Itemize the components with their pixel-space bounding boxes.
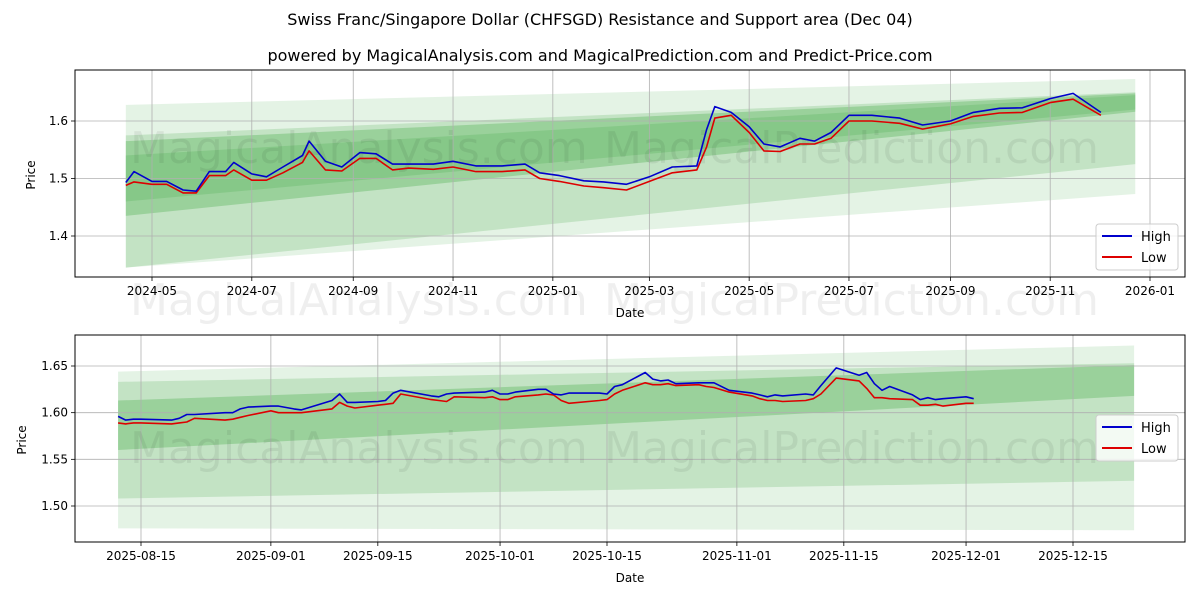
x-tick-label: 2025-10-15	[572, 549, 642, 563]
top-watermark: MagicalAnalysis.com MagicalPrediction.co…	[130, 123, 1099, 174]
series-high-line	[117, 367, 974, 421]
watermark-magicalprediction: MagicalPrediction.com	[604, 123, 1099, 174]
top-y-axis-label: Price	[24, 160, 38, 189]
x-tick-label: 2025-01	[528, 284, 578, 298]
watermark-magicalprediction-mid: MagicalPrediction.com	[604, 275, 1099, 326]
bottom-watermark: MagicalAnalysis.com MagicalPrediction.co…	[130, 423, 1099, 474]
bottom-x-ticks: 2025-08-15 2025-09-01 2025-09-15 2025-10-01…	[106, 542, 1108, 563]
series-low-line	[125, 98, 1102, 194]
top-price-lines	[125, 92, 1102, 194]
x-tick-label: 2025-09	[925, 284, 975, 298]
y-tick-label: 1.55	[41, 452, 68, 466]
x-tick-label: 2025-09-01	[236, 549, 306, 563]
watermark-magicalanalysis-bottom: MagicalAnalysis.com	[130, 423, 588, 474]
y-tick-label: 1.6	[49, 114, 68, 128]
watermark-magicalanalysis: MagicalAnalysis.com	[130, 123, 588, 174]
watermark-magicalanalysis-mid: MagicalAnalysis.com	[130, 275, 588, 326]
chart-title: Swiss Franc/Singapore Dollar (CHFSGD) Re…	[287, 10, 913, 29]
x-tick-label: 2025-09-15	[343, 549, 413, 563]
bottom-y-ticks: 1.50 1.55 1.60 1.65	[41, 359, 75, 513]
top-x-axis-label: Date	[616, 306, 645, 320]
y-tick-label: 1.60	[41, 406, 68, 420]
bottom-chart-plot: MagicalAnalysis.com MagicalPrediction.co…	[15, 334, 1186, 585]
top-axes-frame	[74, 69, 1186, 278]
x-tick-label: 2025-07	[824, 284, 874, 298]
band-outer-light	[118, 345, 1135, 531]
band-inner	[118, 365, 1135, 450]
bottom-x-axis-label: Date	[616, 571, 645, 585]
legend-high-label: High	[1141, 421, 1171, 436]
x-tick-label: 2025-05	[724, 284, 774, 298]
watermark-magicalprediction-bottom: MagicalPrediction.com	[604, 423, 1099, 474]
x-tick-label: 2025-03	[624, 284, 674, 298]
x-tick-label: 2024-07	[227, 284, 277, 298]
bottom-axes-frame	[74, 334, 1186, 543]
top-x-ticks: 2024-05 2024-07 2024-09 2024-11 2025-01 2025-…	[127, 277, 1175, 298]
band-outer-light	[125, 79, 1136, 268]
legend-low-label: Low	[1141, 442, 1167, 457]
x-tick-label: 2025-11-15	[809, 549, 879, 563]
band-inner	[125, 93, 1136, 216]
y-tick-label: 1.4	[49, 229, 68, 243]
x-tick-label: 2025-11	[1025, 284, 1075, 298]
x-tick-label: 2024-11	[428, 284, 478, 298]
top-legend: High Low	[1095, 223, 1179, 271]
y-tick-label: 1.65	[41, 359, 68, 373]
x-tick-label: 2025-12-15	[1038, 549, 1108, 563]
bottom-price-lines	[117, 367, 974, 425]
x-tick-label: 2026-01	[1125, 284, 1175, 298]
y-tick-label: 1.5	[49, 172, 68, 186]
series-high-line	[125, 92, 1102, 192]
legend-low-label: Low	[1141, 251, 1167, 266]
top-chart-plot: MagicalAnalysis.com MagicalPrediction.co…	[24, 69, 1186, 320]
series-low-line	[117, 377, 974, 425]
y-tick-label: 1.50	[41, 499, 68, 513]
bottom-y-axis-label: Price	[15, 425, 29, 454]
top-y-ticks: 1.4 1.5 1.6	[49, 114, 75, 243]
x-tick-label: 2025-08-15	[106, 549, 176, 563]
x-tick-label: 2025-11-01	[702, 549, 772, 563]
top-support-resistance-bands	[125, 79, 1136, 268]
x-tick-label: 2024-05	[127, 284, 177, 298]
x-tick-label: 2025-12-01	[931, 549, 1001, 563]
legend-high-label: High	[1141, 230, 1171, 245]
bottom-legend: High Low	[1095, 414, 1179, 462]
x-tick-label: 2024-09	[328, 284, 378, 298]
top-grid	[75, 70, 1185, 277]
chart-subtitle: powered by MagicalAnalysis.com and Magic…	[267, 46, 933, 65]
x-tick-label: 2025-10-01	[465, 549, 535, 563]
band-mid	[125, 92, 1136, 268]
